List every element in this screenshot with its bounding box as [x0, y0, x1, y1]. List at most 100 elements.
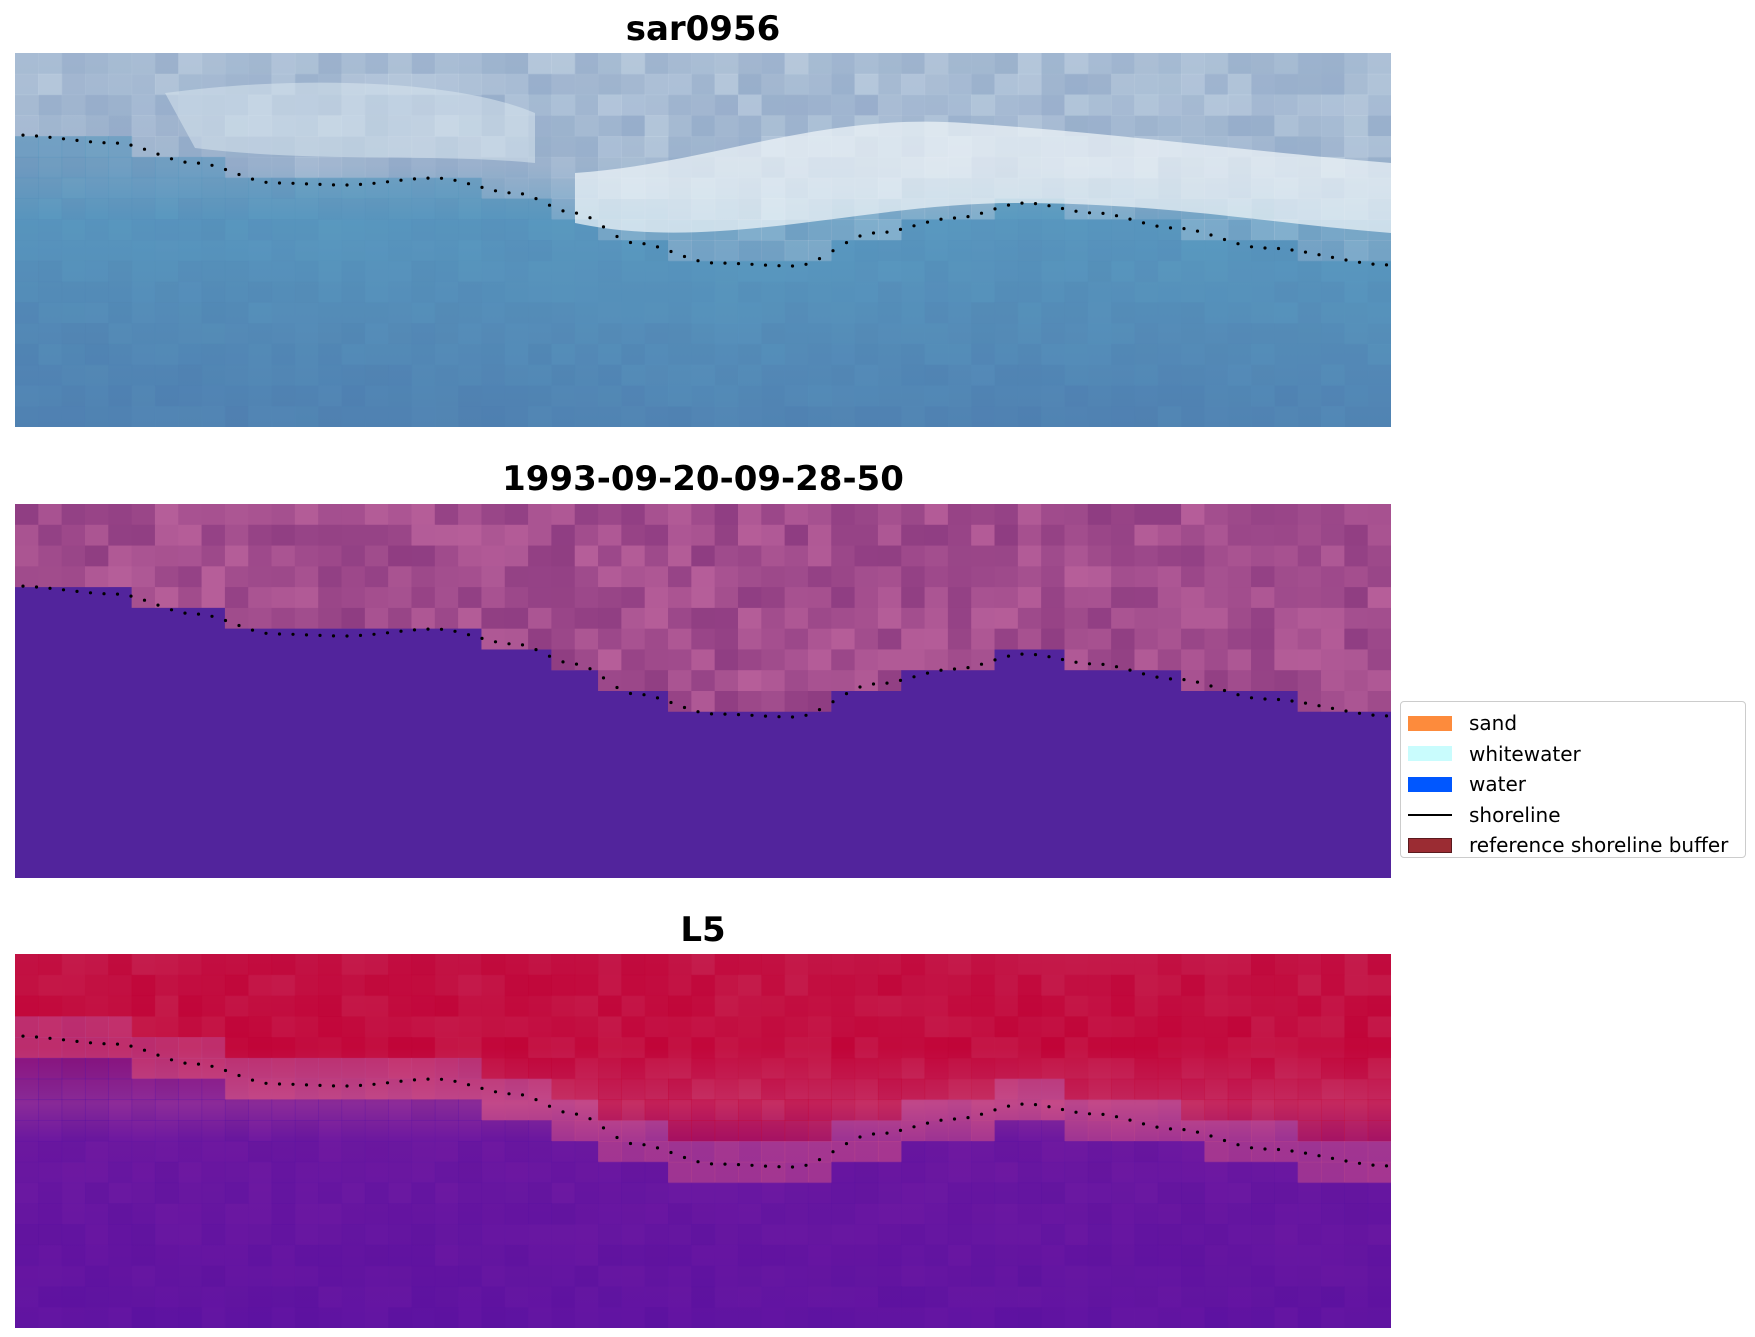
shoreline-point	[831, 1150, 835, 1154]
shoreline-point	[48, 135, 52, 139]
shoreline-point	[399, 629, 403, 633]
legend-label: whitewater	[1469, 741, 1581, 766]
shoreline-point	[183, 1061, 187, 1065]
shoreline-dots	[21, 133, 1389, 268]
shoreline-point	[102, 592, 106, 596]
shoreline-point	[264, 1081, 268, 1085]
shoreline-point	[318, 182, 322, 186]
shoreline-point	[1317, 704, 1321, 708]
shoreline-line-swatch	[1408, 813, 1452, 816]
shoreline-point	[210, 1064, 214, 1068]
shoreline-point	[1155, 1125, 1159, 1129]
shoreline-point	[453, 629, 457, 633]
shoreline-point	[412, 177, 417, 181]
shoreline-point	[34, 585, 39, 589]
shoreline-point	[439, 1077, 444, 1081]
shoreline-point	[399, 1079, 403, 1083]
shoreline-point	[682, 705, 687, 710]
shoreline-point	[709, 1162, 714, 1166]
shoreline-point	[777, 715, 781, 719]
shoreline-point	[102, 141, 106, 145]
shoreline-point	[142, 598, 147, 602]
shoreline-point	[75, 138, 79, 142]
shoreline-point	[439, 627, 444, 631]
shoreline-point	[331, 183, 336, 187]
shoreline-point	[264, 631, 268, 635]
shoreline-point	[1087, 1112, 1092, 1116]
shoreline-point	[1114, 214, 1119, 218]
shoreline-point	[345, 634, 349, 638]
shoreline-point	[358, 182, 363, 186]
shoreline-point	[655, 245, 660, 249]
shoreline-point	[1222, 688, 1227, 693]
shoreline-point	[777, 1165, 781, 1169]
shoreline-point	[129, 1044, 133, 1048]
shoreline-point	[1006, 654, 1011, 658]
shoreline-point	[156, 603, 160, 607]
shoreline-point	[466, 182, 471, 186]
shoreline-point	[1276, 697, 1281, 702]
shoreline-point	[952, 216, 957, 220]
shoreline-point	[1182, 227, 1186, 231]
shoreline-point	[385, 180, 390, 184]
shoreline-point	[318, 633, 322, 637]
shoreline-point	[75, 1039, 79, 1043]
shoreline-point	[88, 1041, 93, 1045]
shoreline-point	[871, 682, 876, 686]
shoreline-point	[939, 217, 943, 221]
shoreline-point	[723, 261, 727, 265]
shoreline-point	[1128, 1118, 1132, 1122]
shoreline-point	[912, 1125, 916, 1129]
shoreline-point	[129, 594, 133, 598]
shoreline-point	[291, 1082, 295, 1086]
shoreline-point	[844, 1142, 849, 1146]
shoreline-point	[1141, 672, 1146, 676]
shoreline-point	[331, 634, 336, 638]
shoreline-point	[1303, 701, 1308, 705]
shoreline-point	[426, 627, 430, 631]
shoreline-point	[588, 216, 592, 220]
shoreline-point	[912, 675, 916, 679]
shoreline-point	[993, 207, 997, 211]
shoreline-point	[601, 676, 606, 680]
shoreline-point	[237, 623, 241, 628]
shoreline-point	[628, 1141, 633, 1146]
shoreline-point	[1371, 1163, 1375, 1167]
shoreline-point	[547, 1104, 552, 1108]
shoreline-point	[210, 163, 214, 167]
shoreline-point	[520, 1093, 525, 1097]
shoreline-point	[1290, 699, 1294, 703]
shoreline-point	[1168, 226, 1173, 230]
shoreline-point	[129, 143, 133, 147]
shoreline-point	[1330, 1156, 1335, 1160]
shoreline-point	[1020, 201, 1024, 205]
shoreline-point	[399, 178, 403, 182]
shoreline-point	[1087, 211, 1092, 215]
shoreline-point	[34, 1035, 39, 1039]
shoreline-point	[507, 642, 511, 646]
shoreline-point	[331, 1084, 336, 1088]
shoreline-point	[345, 183, 349, 187]
shoreline-point	[966, 215, 970, 219]
shoreline-point	[183, 160, 187, 164]
rgb-image-panel	[15, 53, 1391, 427]
shoreline-point	[412, 628, 417, 632]
shoreline-point	[642, 693, 646, 697]
shoreline-point	[480, 1086, 484, 1090]
shoreline-point	[1222, 237, 1227, 242]
shoreline-point	[534, 648, 538, 652]
shoreline-point	[196, 161, 201, 165]
shoreline-point	[1195, 229, 1200, 233]
shoreline-point	[588, 667, 592, 671]
shoreline-point	[682, 254, 687, 259]
shoreline-point	[1236, 1143, 1240, 1147]
shoreline-point	[804, 262, 808, 266]
shoreline-point	[1101, 662, 1105, 666]
shoreline-point	[588, 1117, 592, 1121]
shoreline-point	[763, 714, 768, 718]
shoreline-point	[1384, 714, 1389, 718]
shoreline-point	[804, 1163, 808, 1167]
shoreline-point	[561, 209, 565, 213]
shoreline-point	[763, 1164, 768, 1168]
shoreline-point	[1317, 1154, 1321, 1158]
